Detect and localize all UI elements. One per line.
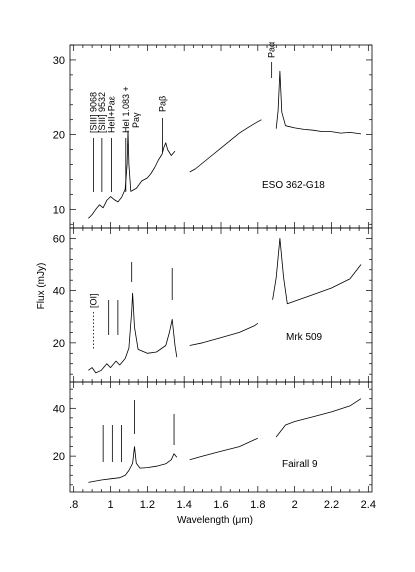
- panel-1: 20 40 60 [OI] Mrk 509: [53, 227, 373, 383]
- spectrum-segment-2: [275, 398, 362, 438]
- x-tick-label: 2: [292, 499, 298, 511]
- spectrum-segment-2: [272, 238, 362, 305]
- line-label: [SIII] 9068: [88, 92, 98, 133]
- spectrum-segment-1: [189, 119, 262, 173]
- line-label: HeII+Paε: [106, 96, 116, 133]
- line-label: HeI 1.083 +: [121, 86, 131, 133]
- object-name: Fairall 9: [282, 459, 318, 470]
- line-label: [OI]: [88, 293, 98, 308]
- y-axis-label: Flux (mJy): [36, 263, 47, 310]
- panel-0: 10 20 30 [SIII] 9068[SIII] 9532 HeII+Paε HeI …: [53, 42, 373, 229]
- x-tick-label: 1: [107, 499, 113, 511]
- y-tick-label: 40: [53, 403, 65, 415]
- x-tick-label: 1.6: [213, 499, 228, 511]
- spectrum-segment-1: [189, 437, 258, 461]
- panel-frame: [69, 227, 373, 383]
- line-label: Paβ: [157, 96, 167, 112]
- y-tick-label: 20: [53, 338, 65, 350]
- x-tick-label: 1.2: [140, 499, 155, 511]
- line-label: Paα: [267, 42, 277, 58]
- object-name: Mrk 509: [286, 332, 323, 343]
- line-label: Paγ: [131, 112, 141, 128]
- x-axis-layer: .8 1 1.2 1.4 1.6 1.8 2 2.2 2.4: [69, 499, 376, 511]
- panels-layer: 10 20 30 [SIII] 9068[SIII] 9532 HeII+Paε HeI …: [53, 42, 373, 493]
- spectrum-segment-0: [88, 446, 178, 483]
- spectrum-segment-1: [189, 322, 259, 346]
- spectrum-segment-0: [88, 292, 178, 374]
- line-label: [SIII] 9532: [97, 92, 107, 133]
- x-tick-label: 1.8: [250, 499, 265, 511]
- x-tick-label: 2.2: [324, 499, 339, 511]
- object-name: ESO 362-G18: [262, 180, 325, 191]
- y-tick-label: 20: [53, 451, 65, 463]
- y-tick-label: 10: [53, 204, 65, 216]
- y-tick-label: 60: [53, 233, 65, 245]
- y-tick-label: 20: [53, 130, 65, 142]
- x-tick-label: .8: [69, 499, 78, 511]
- spectrum-segment-2: [275, 70, 362, 135]
- x-tick-label: 1.4: [177, 499, 192, 511]
- panel-frame: [69, 381, 373, 493]
- y-tick-label: 40: [53, 286, 65, 298]
- y-tick-label: 30: [53, 55, 65, 67]
- spectrum-segment-0: [88, 130, 176, 219]
- x-axis-label: Wavelength (μm): [177, 515, 253, 526]
- x-tick-label: 2.4: [361, 499, 376, 511]
- panel-2: 20 40 Fairall 9: [53, 381, 373, 493]
